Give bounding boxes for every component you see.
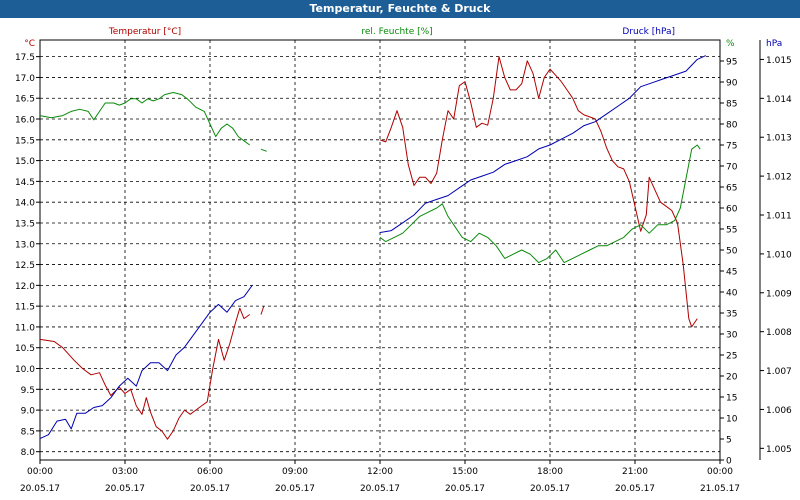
- hum-tick-label-17: 85: [726, 100, 737, 110]
- weather-chart: 8.0 8.5 9.0 9.5 10.0 10.5 11.0 11.5 12.0 12.5 13.0…: [15, 27, 792, 494]
- time-tick-date-8: 21.05.17: [700, 484, 740, 494]
- pres-tick-label-0: 1.005: [766, 445, 792, 455]
- hum-unit-label: %: [726, 39, 735, 49]
- time-axis: 00:00 20.05.17 03:00 20.05.17 06:00 20.05.17 0…: [20, 460, 740, 494]
- hum-tick-label-14: 70: [726, 163, 738, 173]
- time-tick-time-8: 00:00: [707, 467, 733, 477]
- hum-tick-label-2: 10: [726, 415, 738, 425]
- hum-tick-label-7: 35: [726, 310, 737, 320]
- pres-tick-label-7: 1.012: [766, 173, 792, 183]
- time-tick-time-6: 18:00: [537, 467, 563, 477]
- time-tick-date-0: 20.05.17: [20, 484, 60, 494]
- hum-tick-label-9: 45: [726, 268, 737, 278]
- temp-tick-label-12: 14.0: [15, 199, 35, 209]
- pres-tick-label-2: 1.007: [766, 367, 792, 377]
- hum-tick-label-13: 65: [726, 184, 737, 194]
- hum-tick-label-11: 55: [726, 226, 737, 236]
- temp-tick-label-19: 17.5: [15, 53, 35, 63]
- hum-tick-label-16: 80: [726, 121, 738, 131]
- hum-tick-label-0: 0: [726, 457, 732, 467]
- temp-tick-label-15: 15.5: [15, 136, 35, 146]
- legend-humidity: rel. Feuchte [%]: [361, 27, 432, 37]
- temp-tick-label-5: 10.5: [15, 344, 35, 354]
- time-tick-time-4: 12:00: [367, 467, 393, 477]
- temp-tick-label-10: 13.0: [15, 240, 35, 250]
- legend-temperature: Temperatur [°C]: [108, 27, 181, 37]
- time-tick-time-3: 09:00: [282, 467, 308, 477]
- temp-tick-label-16: 16.0: [15, 116, 35, 126]
- pres-tick-label-9: 1.014: [766, 95, 792, 105]
- temp-tick-label-0: 8.0: [21, 448, 36, 458]
- pres-tick-label-6: 1.011: [766, 212, 792, 222]
- temperature-line-2: [379, 56, 698, 328]
- temp-tick-label-8: 12.0: [15, 282, 35, 292]
- temp-tick-label-2: 9.0: [21, 407, 36, 417]
- temp-tick-label-13: 14.5: [15, 178, 35, 188]
- pres-tick-label-10: 1.015: [766, 56, 792, 66]
- temp-unit-label: °C: [24, 39, 35, 49]
- hum-tick-label-5: 25: [726, 352, 737, 362]
- pressure-axis: 1.005 1.006 1.007 1.008 1.009 1.010 1.011 1.012…: [759, 39, 792, 460]
- hum-tick-label-10: 50: [726, 247, 738, 257]
- pres-unit-label: hPa: [766, 39, 782, 49]
- temp-tick-label-4: 10.0: [15, 365, 35, 375]
- pres-tick-label-4: 1.009: [766, 289, 792, 299]
- time-tick-time-2: 06:00: [197, 467, 223, 477]
- time-tick-date-4: 20.05.17: [360, 484, 400, 494]
- hum-tick-label-15: 75: [726, 142, 737, 152]
- legend: Temperatur [°C] rel. Feuchte [%] Druck [hP…: [108, 27, 675, 37]
- legend-pressure: Druck [hPa]: [622, 27, 675, 37]
- pressure-line-0: [39, 284, 253, 440]
- time-tick-date-2: 20.05.17: [190, 484, 230, 494]
- hum-tick-label-19: 95: [726, 58, 737, 68]
- temp-tick-label-14: 15.0: [15, 157, 35, 167]
- temperature-line-0: [39, 307, 250, 440]
- temp-tick-label-17: 16.5: [15, 95, 35, 105]
- time-tick-time-5: 15:00: [452, 467, 478, 477]
- time-tick-date-6: 20.05.17: [530, 484, 570, 494]
- hum-tick-label-8: 40: [726, 289, 738, 299]
- temp-tick-label-6: 11.0: [15, 323, 35, 333]
- pres-tick-label-5: 1.010: [766, 250, 792, 260]
- temperature-line-1: [260, 305, 265, 315]
- temp-tick-label-1: 8.5: [21, 427, 35, 437]
- time-tick-time-7: 21:00: [622, 467, 648, 477]
- temp-tick-label-3: 9.5: [21, 386, 35, 396]
- humidity-line-0: [39, 92, 250, 146]
- hum-tick-label-3: 15: [726, 394, 737, 404]
- humidity-axis: 0 5 10 15 20 25 30 35 40 45 50 55 60 65 70 75 80 85 90 95%: [719, 39, 738, 467]
- hum-tick-label-12: 60: [726, 205, 738, 215]
- time-tick-time-1: 03:00: [112, 467, 138, 477]
- hum-tick-label-1: 5: [726, 436, 732, 446]
- humidity-line-1: [260, 148, 267, 152]
- series-lines: [39, 55, 707, 440]
- temperature-axis: 8.0 8.5 9.0 9.5 10.0 10.5 11.0 11.5 12.0 12.5 13.0…: [15, 39, 40, 458]
- pressure-line-1: [379, 55, 707, 233]
- pres-tick-label-1: 1.006: [766, 406, 792, 416]
- time-tick-date-3: 20.05.17: [275, 484, 315, 494]
- time-tick-time-0: 00:00: [27, 467, 53, 477]
- temp-tick-label-11: 13.5: [15, 219, 35, 229]
- temp-tick-label-18: 17.0: [15, 74, 35, 84]
- temp-tick-label-7: 11.5: [15, 303, 35, 313]
- humidity-line-2: [379, 144, 701, 264]
- time-tick-date-5: 20.05.17: [445, 484, 485, 494]
- chart-title: Temperatur, Feuchte & Druck: [0, 0, 800, 18]
- time-tick-date-7: 20.05.17: [615, 484, 655, 494]
- pres-tick-label-8: 1.013: [766, 134, 792, 144]
- hum-tick-label-4: 20: [726, 373, 738, 383]
- time-tick-date-1: 20.05.17: [105, 484, 145, 494]
- hum-tick-label-18: 90: [726, 79, 738, 89]
- pres-tick-label-3: 1.008: [766, 328, 792, 338]
- temp-tick-label-9: 12.5: [15, 261, 35, 271]
- hum-tick-label-6: 30: [726, 331, 738, 341]
